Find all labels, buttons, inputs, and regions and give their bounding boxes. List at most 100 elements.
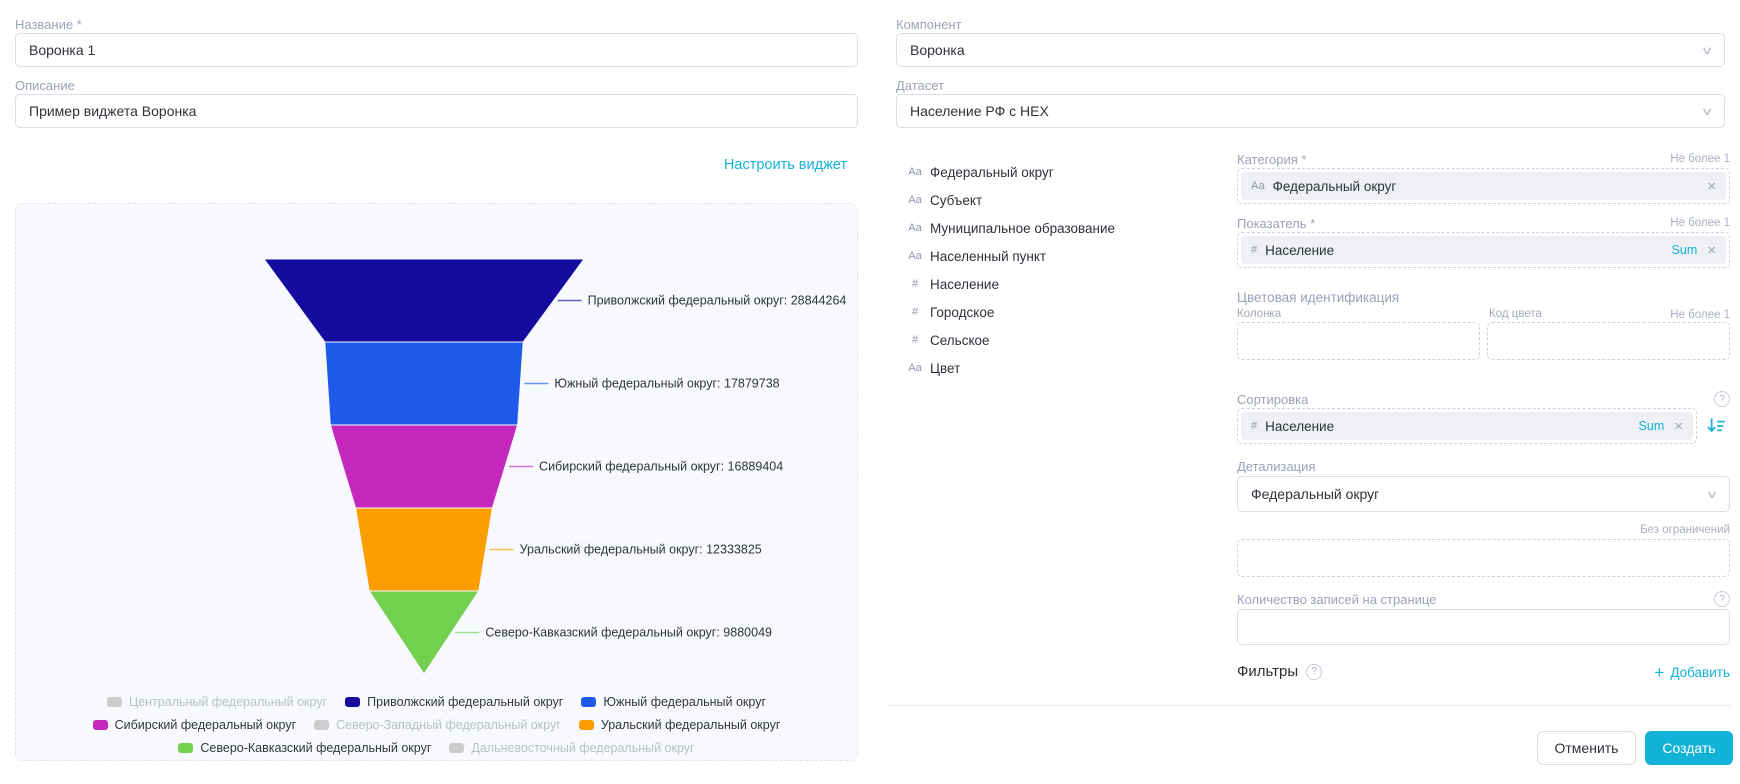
detail-select[interactable]: Федеральный округ ∨ [1237,476,1730,512]
legend-swatch [449,742,465,753]
legend-label: Северо-Кавказский федеральный округ [200,740,432,755]
funnel-segment[interactable] [263,258,585,343]
category-field-name: Федеральный округ [1272,178,1397,194]
dataset-field-item[interactable]: Аа Федеральный округ [906,158,1206,186]
dataset-label: Датасет [896,78,945,93]
legend-row: Сибирский федеральный округ Северо-Западн… [16,713,857,736]
add-filter-label: Добавить [1670,665,1730,680]
number-type-icon: # [1251,420,1258,432]
help-icon[interactable]: ? [1714,391,1730,407]
category-field-chip[interactable]: Аа Федеральный округ × [1241,172,1726,200]
sorting-field-chip[interactable]: # Население Sum × [1241,412,1693,440]
help-icon[interactable]: ? [1714,591,1730,607]
create-button[interactable]: Создать [1645,731,1733,765]
chevron-down-icon: ∨ [1705,488,1719,501]
detail-label: Детализация [1237,459,1316,474]
data-label: Южный федеральный округ: 17879738 [554,377,779,391]
sorting-dropzone[interactable]: # Население Sum × [1237,408,1697,444]
aggregation-badge[interactable]: Sum [1638,419,1665,433]
records-per-page-input[interactable] [1237,609,1730,645]
legend-item[interactable]: Сибирский федеральный округ [92,717,297,732]
dataset-field-item[interactable]: Аа Цвет [906,354,1206,382]
filters-label: Фильтры [1237,663,1299,680]
component-label: Компонент [896,17,962,32]
detail-select-value: Федеральный округ [1251,486,1380,502]
data-label: Северо-Кавказский федеральный округ: 988… [485,626,772,640]
category-label: Категория * [1237,152,1307,167]
legend-swatch [106,696,122,707]
dataset-field-item[interactable]: # Население [906,270,1206,298]
number-type-icon: # [911,334,919,346]
legend-item[interactable]: Северо-Западный федеральный округ [314,718,561,732]
dataset-select[interactable]: Население РФ с HEX ∨ [896,94,1725,128]
legend-label: Уральский федеральный округ [600,717,781,732]
string-type-icon: Аа [908,166,922,178]
dataset-field-item[interactable]: Аа Субъект [906,186,1206,214]
dataset-field-name: Населенный пункт [930,248,1047,264]
legend-label: Сибирский федеральный округ [114,717,297,732]
funnel-segment[interactable] [324,341,524,426]
string-type-icon: Аа [908,250,922,262]
legend-item[interactable]: Южный федеральный округ [581,695,766,709]
funnel-segment[interactable] [329,424,519,509]
color-code-label: Код цвета [1489,308,1542,320]
funnel-segment[interactable] [354,507,494,592]
name-input[interactable] [15,33,858,67]
legend-item[interactable]: Дальневосточный федеральный округ [449,741,695,755]
filters-section: Фильтры ? [1237,663,1323,680]
help-icon[interactable]: ? [1306,663,1323,680]
legend-label: Приволжский федеральный округ [367,694,564,709]
description-input[interactable] [15,94,858,128]
number-type-icon: # [911,278,919,290]
component-select[interactable]: Воронка ∨ [896,33,1725,67]
measure-dropzone[interactable]: # Население Sum × [1237,232,1730,268]
dataset-field-name: Федеральный округ [930,164,1054,180]
legend-label: Северо-Западный федеральный округ [336,717,561,732]
dataset-field-name: Население [930,276,999,292]
color-column-dropzone[interactable] [1237,322,1480,360]
remove-icon[interactable]: × [1674,417,1683,435]
string-type-icon: Аа [1251,180,1265,192]
chart-panel: Приволжский федеральный округ: 28844264 Ю… [15,203,858,761]
measure-limit-hint: Не более 1 [1670,217,1730,229]
dataset-field-item[interactable]: Аа Населенный пункт [906,242,1206,270]
remove-icon[interactable]: × [1707,241,1716,259]
dataset-field-name: Городское [930,304,995,320]
measure-field-chip[interactable]: # Население Sum × [1241,236,1726,264]
funnel-segment[interactable] [368,590,480,675]
color-limit-hint: Не более 1 [1670,309,1730,321]
sorting-label: Сортировка [1237,392,1309,407]
dataset-field-item[interactable]: # Сельское [906,326,1206,354]
legend-swatch [581,696,597,707]
dataset-field-name: Сельское [930,332,990,348]
cancel-button[interactable]: Отменить [1537,731,1636,765]
dataset-select-value: Население РФ с HEX [910,103,1049,119]
records-per-page-label: Количество записей на странице [1237,592,1437,607]
legend-swatch [578,719,594,730]
dataset-field-item[interactable]: # Городское [906,298,1206,326]
dataset-fields-list: Аа Федеральный округ Аа Субъект Аа Муниципаль… [906,158,1206,382]
no-limit-hint: Без ограничений [1640,524,1730,536]
legend-item[interactable]: Уральский федеральный округ [578,717,781,732]
footer-divider [888,705,1732,706]
description-label: Описание [15,78,75,93]
dataset-field-item[interactable]: Аа Муниципальное образование [906,214,1206,242]
add-filter-button[interactable]: + Добавить [1654,664,1730,681]
data-label: Приволжский федеральный округ: 28844264 [588,294,847,308]
dataset-field-name: Субъект [930,192,983,208]
sorting-field-name: Население [1265,418,1335,434]
string-type-icon: Аа [908,194,922,206]
configure-widget-link[interactable]: Настроить виджет [723,157,847,173]
name-label: Название * [15,17,82,32]
legend-item[interactable]: Приволжский федеральный округ [345,695,563,709]
category-dropzone[interactable]: Аа Федеральный округ × [1237,168,1730,204]
sort-descending-icon[interactable] [1706,416,1726,436]
remove-icon[interactable]: × [1707,177,1716,195]
legend-item[interactable]: Северо-Кавказский федеральный округ [178,741,431,755]
color-code-dropzone[interactable] [1487,322,1730,360]
legend-swatch [345,696,361,707]
aggregation-badge[interactable]: Sum [1671,243,1698,257]
limit-dropzone[interactable] [1237,539,1730,577]
legend-item[interactable]: Центральный федеральный округ [106,695,327,709]
